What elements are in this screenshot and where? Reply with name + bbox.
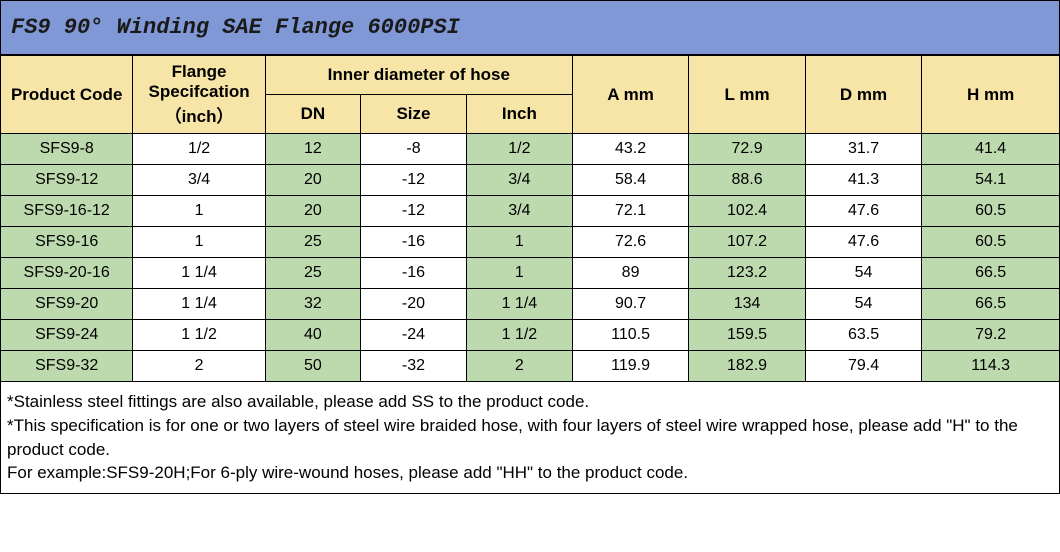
header-product-code: Product Code <box>1 56 133 134</box>
cell-inch: 1/2 <box>466 134 572 165</box>
page-title: FS9 90° Winding SAE Flange 6000PSI <box>11 15 1049 40</box>
cell-l: 102.4 <box>689 196 805 227</box>
cell-a: 89 <box>572 258 688 289</box>
cell-inch: 1 1/2 <box>466 320 572 351</box>
cell-inch: 2 <box>466 351 572 382</box>
cell-code: SFS9-20-16 <box>1 258 133 289</box>
cell-inch: 1 <box>466 227 572 258</box>
cell-h: 114.3 <box>922 351 1060 382</box>
cell-d: 63.5 <box>805 320 921 351</box>
cell-d: 47.6 <box>805 227 921 258</box>
spec-table: Product Code Flange Specifcation（inch） I… <box>0 55 1060 382</box>
cell-a: 43.2 <box>572 134 688 165</box>
header-inch: Inch <box>466 95 572 134</box>
note-line: For example:SFS9-20H;For 6-ply wire-woun… <box>7 461 1053 485</box>
header-l: L mm <box>689 56 805 134</box>
cell-dn: 20 <box>265 196 360 227</box>
cell-dn: 50 <box>265 351 360 382</box>
cell-l: 107.2 <box>689 227 805 258</box>
table-row: SFS9-81/212-81/243.272.931.741.4 <box>1 134 1060 165</box>
cell-code: SFS9-16 <box>1 227 133 258</box>
cell-dn: 25 <box>265 227 360 258</box>
table-row: SFS9-201 1/432-201 1/490.71345466.5 <box>1 289 1060 320</box>
cell-l: 123.2 <box>689 258 805 289</box>
cell-size: -32 <box>361 351 467 382</box>
cell-d: 47.6 <box>805 196 921 227</box>
cell-inch: 3/4 <box>466 165 572 196</box>
cell-code: SFS9-32 <box>1 351 133 382</box>
cell-spec: 1 <box>133 227 265 258</box>
cell-dn: 32 <box>265 289 360 320</box>
header-d: D mm <box>805 56 921 134</box>
cell-d: 41.3 <box>805 165 921 196</box>
table-header: Product Code Flange Specifcation（inch） I… <box>1 56 1060 134</box>
table-body: SFS9-81/212-81/243.272.931.741.4SFS9-123… <box>1 134 1060 382</box>
cell-spec: 1 1/2 <box>133 320 265 351</box>
cell-code: SFS9-8 <box>1 134 133 165</box>
cell-d: 54 <box>805 258 921 289</box>
cell-d: 31.7 <box>805 134 921 165</box>
cell-dn: 25 <box>265 258 360 289</box>
table-row: SFS9-20-161 1/425-16189123.25466.5 <box>1 258 1060 289</box>
cell-h: 41.4 <box>922 134 1060 165</box>
cell-dn: 20 <box>265 165 360 196</box>
cell-spec: 2 <box>133 351 265 382</box>
cell-h: 66.5 <box>922 289 1060 320</box>
cell-code: SFS9-24 <box>1 320 133 351</box>
cell-a: 58.4 <box>572 165 688 196</box>
cell-spec: 1 <box>133 196 265 227</box>
cell-l: 88.6 <box>689 165 805 196</box>
cell-a: 90.7 <box>572 289 688 320</box>
cell-d: 54 <box>805 289 921 320</box>
cell-code: SFS9-16-12 <box>1 196 133 227</box>
table-row: SFS9-32250-322119.9182.979.4114.3 <box>1 351 1060 382</box>
header-size: Size <box>361 95 467 134</box>
cell-code: SFS9-12 <box>1 165 133 196</box>
cell-size: -24 <box>361 320 467 351</box>
cell-size: -16 <box>361 227 467 258</box>
cell-code: SFS9-20 <box>1 289 133 320</box>
cell-a: 72.6 <box>572 227 688 258</box>
cell-spec: 1 1/4 <box>133 258 265 289</box>
cell-size: -16 <box>361 258 467 289</box>
cell-spec: 1/2 <box>133 134 265 165</box>
cell-size: -12 <box>361 165 467 196</box>
cell-h: 60.5 <box>922 196 1060 227</box>
table-row: SFS9-241 1/240-241 1/2110.5159.563.579.2 <box>1 320 1060 351</box>
cell-dn: 40 <box>265 320 360 351</box>
cell-h: 79.2 <box>922 320 1060 351</box>
cell-spec: 1 1/4 <box>133 289 265 320</box>
table-row: SFS9-123/420-123/458.488.641.354.1 <box>1 165 1060 196</box>
cell-l: 159.5 <box>689 320 805 351</box>
cell-size: -8 <box>361 134 467 165</box>
cell-a: 119.9 <box>572 351 688 382</box>
cell-l: 134 <box>689 289 805 320</box>
cell-l: 182.9 <box>689 351 805 382</box>
cell-inch: 1 <box>466 258 572 289</box>
cell-h: 60.5 <box>922 227 1060 258</box>
header-h: H mm <box>922 56 1060 134</box>
table-row: SFS9-16-12120-123/472.1102.447.660.5 <box>1 196 1060 227</box>
cell-l: 72.9 <box>689 134 805 165</box>
cell-dn: 12 <box>265 134 360 165</box>
header-flange-spec: Flange Specifcation（inch） <box>133 56 265 134</box>
cell-inch: 1 1/4 <box>466 289 572 320</box>
header-a: A mm <box>572 56 688 134</box>
cell-a: 72.1 <box>572 196 688 227</box>
cell-spec: 3/4 <box>133 165 265 196</box>
cell-size: -20 <box>361 289 467 320</box>
notes-section: *Stainless steel fittings are also avail… <box>0 382 1060 494</box>
note-line: *Stainless steel fittings are also avail… <box>7 390 1053 414</box>
header-dn: DN <box>265 95 360 134</box>
table-row: SFS9-16125-16172.6107.247.660.5 <box>1 227 1060 258</box>
cell-size: -12 <box>361 196 467 227</box>
cell-d: 79.4 <box>805 351 921 382</box>
cell-a: 110.5 <box>572 320 688 351</box>
cell-h: 66.5 <box>922 258 1060 289</box>
title-bar: FS9 90° Winding SAE Flange 6000PSI <box>0 0 1060 55</box>
cell-inch: 3/4 <box>466 196 572 227</box>
header-inner-diameter: Inner diameter of hose <box>265 56 572 95</box>
note-line: *This specification is for one or two la… <box>7 414 1053 462</box>
cell-h: 54.1 <box>922 165 1060 196</box>
